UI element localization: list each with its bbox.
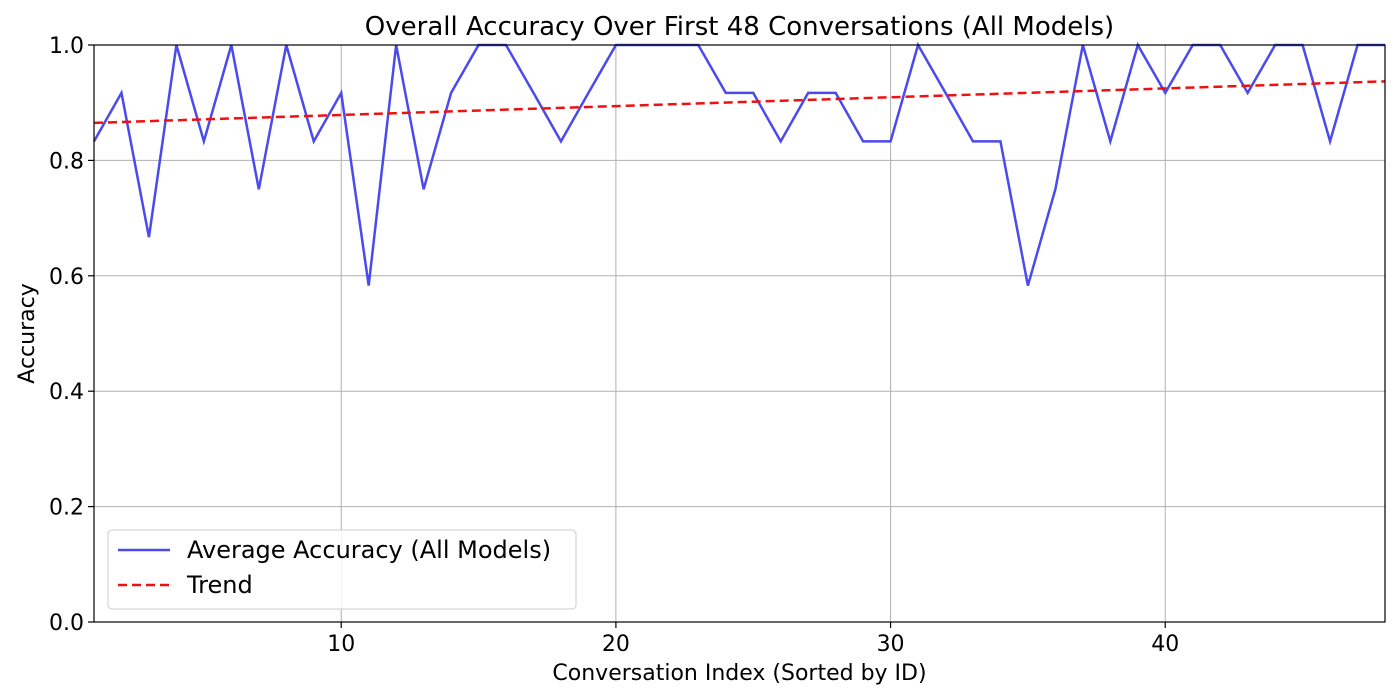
legend-box	[107, 529, 577, 610]
plot-frame	[93, 44, 1386, 623]
y-tick-label: 0.8	[49, 149, 84, 174]
chart-title: Overall Accuracy Over First 48 Conversat…	[365, 12, 1114, 42]
x-tick-label: 20	[602, 632, 630, 657]
series-line-trend	[93, 80, 1386, 125]
y-tick-label: 0.6	[49, 265, 84, 290]
series-line-average-accuracy	[92, 41, 1385, 286]
x-tick-label: 30	[877, 632, 905, 657]
y-tick-label: 0.2	[49, 496, 84, 521]
legend-label-trend: Trend	[186, 571, 253, 599]
y-tick-label: 1.0	[49, 34, 84, 59]
legend-label-average-accuracy: Average Accuracy (All Models)	[187, 536, 551, 564]
x-axis-title: Conversation Index (Sorted by ID)	[552, 661, 926, 686]
legend: Average Accuracy (All Models) Trend	[107, 529, 577, 610]
y-tick-label: 0.4	[49, 380, 84, 405]
ticks: 10 20 30 40 0.0 0.2 0.4 0.6 0.8 1.0	[49, 34, 1179, 657]
x-tick-label: 40	[1151, 632, 1179, 657]
y-axis-title: Accuracy	[15, 283, 40, 383]
x-tick-label: 10	[327, 632, 355, 657]
y-tick-label: 0.0	[49, 611, 84, 636]
series-layer	[92, 41, 1386, 286]
